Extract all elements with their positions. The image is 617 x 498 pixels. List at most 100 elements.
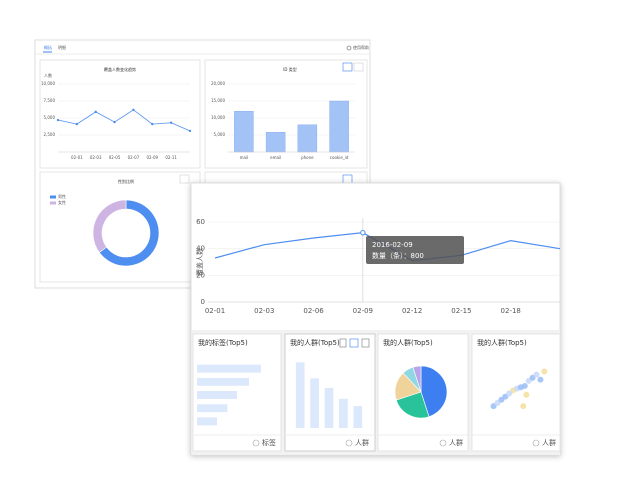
point [520,403,527,410]
card[interactable] [471,333,561,452]
chart-toggle[interactable] [179,174,190,184]
slice [412,365,422,393]
card-title: 我的人群(Top5) [477,338,527,347]
bar [197,391,237,399]
x-tick-label: 02-03 [90,155,102,160]
panel [39,59,201,169]
bar [324,387,334,428]
slice [92,199,127,253]
chart-title: ID 类型 [283,66,297,72]
x-tick-label: phone [301,155,314,160]
point [132,108,135,112]
point [151,122,154,126]
y-tick-label: 7,500 [44,98,56,103]
x-tick-label: cookie_id [330,155,349,160]
point [113,120,116,124]
help-icon[interactable] [346,45,352,51]
point [94,110,97,114]
x-tick-label: 02-01 [205,307,225,315]
card-title: 我的人群(Top5) [290,338,340,347]
y-tick-label: 5,000 [214,132,226,137]
tab[interactable]: 明细 [58,44,66,50]
point [523,391,530,398]
legend-swatch [50,201,56,205]
y-tick-label: 2,500 [44,132,56,137]
y-tick-label: 5,000 [44,115,56,120]
tooltip [366,236,464,264]
x-tick-label: email [270,155,281,160]
tab[interactable]: 概括 [44,44,52,50]
y-tick-label: 10,000 [41,81,55,86]
bar [310,378,319,428]
bar [197,377,249,386]
point [169,121,173,124]
bar [339,398,348,428]
x-tick-label: mail [240,155,249,160]
bar [197,404,228,413]
chart-title: 覆盖人数变化趋势 [104,66,136,72]
card-title: 我的人群(Top5) [383,338,433,347]
help-link[interactable]: 使用帮助 [353,44,369,50]
x-tick-label: 02-09 [353,307,373,315]
slice [420,365,448,418]
y-axis-label: 覆盖人数 [195,248,204,276]
point [541,368,548,375]
point [506,390,513,397]
card-title: 我的标签(Top5) [198,338,248,347]
bar [297,124,318,153]
people-icon [345,439,353,447]
slice [395,391,430,419]
card-footer[interactable]: 人群 [449,438,463,447]
delete-icon[interactable] [361,338,370,348]
legend-swatch [50,195,56,199]
y-tick-label: 40 [196,245,205,253]
card-footer[interactable]: 人群 [542,438,556,447]
people-icon [439,439,447,447]
export-icon[interactable] [339,338,347,348]
point [188,129,192,133]
card-footer[interactable]: 人群 [355,438,369,447]
line [57,109,191,132]
tooltip-text: 数量（条）：800 [372,251,424,260]
y-tick-label: 60 [196,218,205,226]
y-tick-label: 10,000 [211,115,225,120]
bar [295,362,305,428]
bar [197,364,261,373]
x-tick-label: 02-09 [146,155,158,160]
tooltip-title: 2016-02-09 [372,241,413,249]
chart-title: 性别比例 [118,178,134,184]
point [75,122,79,126]
chart-toggle[interactable] [353,62,364,72]
legend-label: 女性 [58,199,66,205]
x-tick-label: 02-07 [128,155,140,160]
bar [329,100,349,153]
expand-icon[interactable] [349,338,359,348]
x-tick-label: 02-18 [501,307,521,315]
x-tick-label: 02-12 [402,307,422,315]
point [521,382,528,389]
chart-toggle[interactable] [342,62,353,72]
point [537,376,544,383]
x-tick-label: 02-11 [165,155,177,160]
bar [234,110,254,153]
x-tick-label: 02-15 [451,307,471,315]
y-tick-label: 20 [196,271,205,279]
point [56,118,60,122]
legend-label: 男性 [58,193,66,199]
y-tick-label: 0 [201,298,205,306]
card-footer[interactable]: 标签 [262,438,276,447]
y-axis-label: 人数 [44,72,52,78]
x-tick-label: 02-06 [303,307,324,315]
point [360,229,366,236]
chart-toggle[interactable] [342,174,353,184]
x-tick-label: 02-01 [71,155,83,160]
y-tick-label: 20,000 [211,81,225,86]
bar [353,406,363,428]
bar [197,417,217,426]
tag-icon [252,439,260,447]
y-tick-label: 15,000 [211,98,225,103]
people-icon [532,439,540,447]
bar [265,132,286,153]
